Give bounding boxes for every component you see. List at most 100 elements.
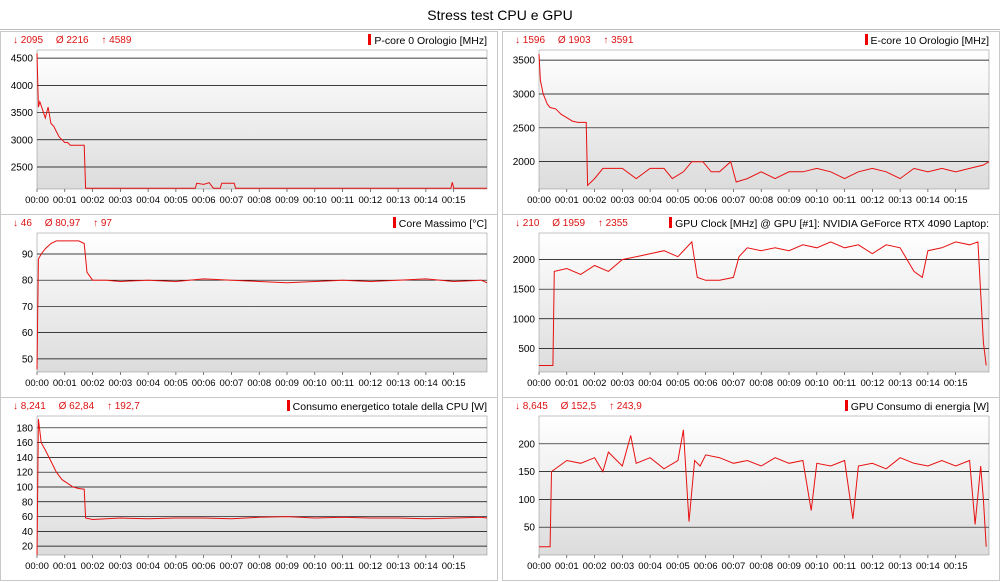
x-tick-label: 00:14 — [414, 561, 438, 572]
chart-svg: 2500 3000 3500 4000 4500 00:00 00:01 00:02 00:03… — [11, 49, 488, 206]
x-tick-label: 00:08 — [247, 378, 271, 389]
stat-min: ↓ 1596 — [515, 35, 546, 46]
x-tick-label: 00:02 — [583, 195, 607, 206]
stat-max: ↑ 3591 — [603, 35, 634, 46]
x-tick-label: 00:15 — [442, 378, 466, 389]
x-tick-label: 00:07 — [722, 561, 746, 572]
legend-marker — [669, 217, 673, 228]
x-tick-label: 00:12 — [358, 378, 382, 389]
x-tick-label: 00:06 — [694, 378, 718, 389]
legend-marker — [368, 34, 372, 45]
x-tick-label: 00:00 — [527, 561, 551, 572]
y-tick-label: 160 — [16, 438, 33, 449]
x-tick-label: 00:14 — [916, 378, 940, 389]
x-tick-label: 00:03 — [610, 195, 634, 206]
x-tick-label: 00:15 — [944, 561, 968, 572]
chart-stats: ↓ 2095 Ø 2216 ↑ 4589 — [13, 35, 141, 46]
y-tick-label: 80 — [22, 497, 34, 508]
legend-marker — [844, 400, 848, 411]
x-tick-label: 00:02 — [583, 561, 607, 572]
x-tick-label: 00:05 — [666, 561, 690, 572]
x-tick-label: 00:09 — [275, 378, 299, 389]
series-line — [539, 240, 987, 366]
chart-title-text: GPU Consumo di energia [W] — [850, 401, 989, 413]
y-tick-label: 500 — [518, 344, 535, 355]
stat-max: ↑ 2355 — [597, 218, 628, 229]
x-tick-label: 00:01 — [53, 378, 77, 389]
plot-area — [36, 415, 488, 556]
y-tick-label: 140 — [16, 453, 33, 464]
x-tick-label: 00:05 — [164, 378, 188, 389]
x-tick-label: 00:12 — [860, 561, 884, 572]
chart-title-text: GPU Clock [MHz] @ GPU [#1]: NVIDIA GeFor… — [675, 218, 989, 230]
x-tick-label: 00:07 — [722, 195, 746, 206]
x-tick-label: 00:03 — [108, 195, 132, 206]
y-tick-label: 150 — [518, 467, 535, 478]
y-tick-label: 70 — [22, 302, 34, 313]
stat-avg: Ø 1903 — [557, 35, 591, 46]
x-tick-label: 00:13 — [386, 561, 410, 572]
stat-max: ↑ 97 — [93, 218, 112, 229]
chart-title: Consumo energetico totale della CPU [W] — [286, 400, 487, 413]
series-line — [36, 53, 487, 189]
y-tick-label: 3000 — [513, 89, 536, 100]
y-tick-label: 120 — [16, 468, 33, 479]
chart-panel-pcore-clock: ↓ 2095 Ø 2216 ↑ 4589 P-core 0 Orologio [… — [0, 31, 498, 215]
series-line — [36, 418, 488, 555]
chart-title: P-core 0 Orologio [MHz] — [368, 34, 487, 47]
x-tick-label: 00:15 — [442, 561, 466, 572]
y-tick-label: 180 — [16, 423, 33, 434]
stat-max: ↑ 4589 — [101, 35, 132, 46]
chart-panel-gpu-clock: ↓ 210 Ø 1959 ↑ 2355 GPU Clock [MHz] @ GP… — [502, 214, 1000, 398]
x-tick-label: 00:05 — [164, 195, 188, 206]
x-tick-label: 00:12 — [860, 195, 884, 206]
x-tick-label: 00:11 — [833, 378, 856, 389]
y-tick-label: 1000 — [513, 314, 536, 325]
x-tick-label: 00:15 — [944, 378, 968, 389]
series-line — [539, 429, 987, 548]
x-tick-label: 00:06 — [694, 195, 718, 206]
y-tick-label: 60 — [22, 512, 34, 523]
x-tick-label: 00:13 — [888, 561, 912, 572]
x-tick-label: 00:10 — [805, 378, 829, 389]
x-tick-label: 00:14 — [916, 561, 940, 572]
plot-area — [538, 49, 990, 190]
stat-avg: Ø 2216 — [55, 35, 89, 46]
y-tick-label: 3500 — [11, 108, 34, 119]
stat-min: ↓ 210 — [515, 218, 540, 229]
plot-area — [36, 49, 488, 190]
x-tick-label: 00:04 — [136, 378, 160, 389]
x-tick-label: 00:13 — [386, 378, 410, 389]
x-tick-label: 00:04 — [638, 195, 662, 206]
chart-svg: 500 1000 1500 2000 00:00 00:01 00:02 00:03 00:04… — [513, 232, 990, 389]
chart-stats: ↓ 46 Ø 80,97 ↑ 97 — [13, 218, 122, 229]
chart-title-text: Consumo energetico totale della CPU [W] — [292, 401, 487, 413]
x-tick-label: 00:15 — [944, 195, 968, 206]
y-tick-label: 3500 — [513, 56, 536, 67]
stat-min: ↓ 8,645 — [515, 401, 548, 412]
y-tick-label: 100 — [16, 482, 33, 493]
x-tick-label: 00:01 — [53, 561, 77, 572]
stat-min: ↓ 2095 — [13, 35, 44, 46]
y-tick-label: 4000 — [11, 81, 34, 92]
chart-stats: ↓ 8,241 Ø 62,84 ↑ 192,7 — [13, 401, 150, 412]
chart-title: Core Massimo [°C] — [392, 217, 487, 230]
x-tick-label: 00:15 — [442, 195, 466, 206]
stat-min: ↓ 8,241 — [13, 401, 46, 412]
x-tick-label: 00:06 — [192, 378, 216, 389]
x-tick-label: 00:05 — [666, 195, 690, 206]
x-tick-label: 00:13 — [386, 195, 410, 206]
x-tick-label: 00:01 — [555, 378, 579, 389]
x-tick-label: 00:00 — [25, 378, 49, 389]
x-tick-label: 00:10 — [303, 195, 327, 206]
x-tick-label: 00:11 — [331, 561, 354, 572]
page-title: Stress test CPU e GPU — [427, 7, 573, 23]
x-tick-label: 00:12 — [860, 378, 884, 389]
x-tick-label: 00:10 — [805, 561, 829, 572]
series-line — [538, 53, 990, 187]
x-tick-label: 00:08 — [247, 195, 271, 206]
x-tick-label: 00:07 — [220, 378, 244, 389]
chart-panel-gpu-power: ↓ 8,645 Ø 152,5 ↑ 243,9 GPU Consumo di e… — [502, 397, 1000, 581]
x-tick-label: 00:07 — [220, 561, 244, 572]
